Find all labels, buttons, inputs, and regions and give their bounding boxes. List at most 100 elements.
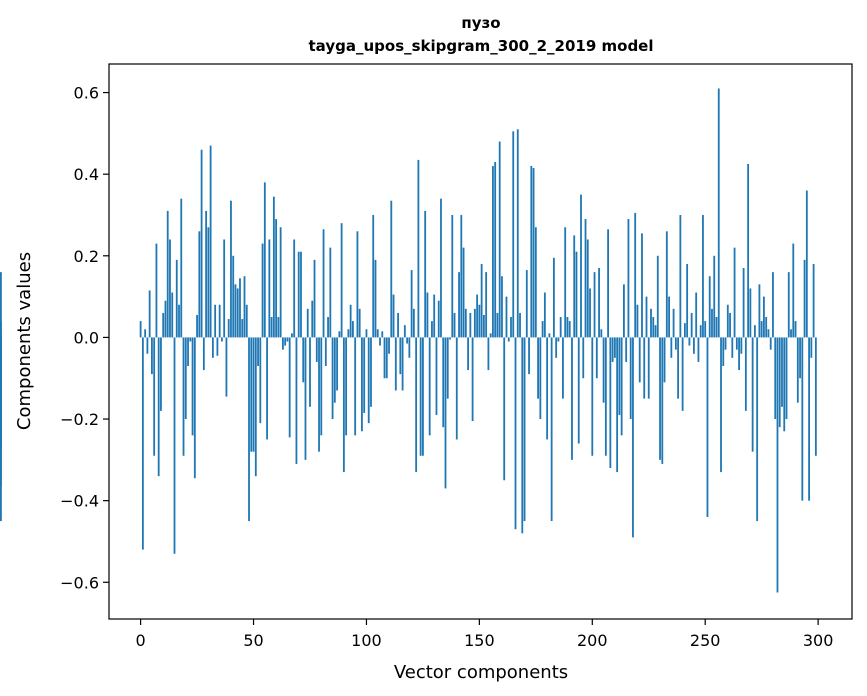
bar-178 — [541, 321, 544, 338]
bar-242 — [686, 263, 689, 338]
bar-44 — [239, 278, 241, 338]
bar-225 — [647, 337, 650, 399]
bar-297 — [810, 337, 813, 358]
bar-264 — [735, 337, 738, 350]
bar-97 — [358, 308, 361, 338]
bar-21 — [187, 337, 189, 366]
bar-283 — [778, 337, 781, 428]
bar-193 — [575, 251, 578, 338]
bar-91 — [345, 337, 348, 436]
bar-106 — [379, 337, 381, 346]
bar-136 — [446, 337, 449, 399]
bar-293 — [801, 337, 804, 501]
bar-147 — [471, 337, 474, 422]
bar-129 — [431, 321, 433, 338]
bar-166 — [514, 337, 517, 530]
bar-95 — [354, 337, 357, 436]
bar-102 — [370, 337, 372, 407]
bar-167 — [516, 129, 519, 338]
bar-247 — [697, 337, 700, 362]
bar-200 — [591, 337, 594, 456]
bar-177 — [539, 337, 542, 420]
bar-189 — [566, 317, 569, 338]
bar-260 — [726, 304, 729, 338]
bar-69 — [295, 337, 298, 464]
bar-117 — [403, 325, 406, 338]
bar-157 — [494, 161, 497, 338]
bar-203 — [598, 268, 600, 338]
bar-89 — [340, 223, 343, 338]
y-tick-label: −0.4 — [60, 492, 99, 511]
bar-191 — [571, 337, 573, 460]
bar-188 — [564, 227, 567, 338]
bar-52 — [257, 337, 259, 366]
chart-subtitle: tayga_upos_skipgram_300_2_2019 model — [309, 37, 654, 55]
bar-53 — [259, 337, 262, 424]
bar-6 — [153, 337, 156, 456]
x-tick-label: 50 — [243, 631, 263, 650]
y-tick-label: 0.4 — [74, 165, 99, 184]
bar-243 — [688, 337, 691, 346]
bar-194 — [577, 337, 580, 444]
y-axis-ticks: −0.6 −0.4 −0.2 0.0 0.2 0.4 0.6 — [60, 84, 109, 592]
bar-208 — [609, 337, 612, 469]
bar-291 — [796, 337, 799, 403]
bar-141 — [458, 272, 460, 338]
bar-46 — [243, 276, 246, 338]
bar-4 — [148, 290, 151, 338]
bar-228 — [654, 325, 657, 338]
bar-12 — [166, 210, 169, 338]
bar-40 — [230, 200, 232, 338]
bar-210 — [613, 337, 616, 358]
bar-82 — [324, 337, 327, 366]
bar-237 — [674, 337, 677, 350]
bar-172 — [528, 337, 530, 375]
bar-288 — [790, 329, 792, 338]
bar-3 — [146, 337, 149, 354]
bar-295 — [805, 190, 808, 338]
bar-159 — [498, 141, 501, 338]
bar-121 — [412, 308, 415, 338]
bar-266 — [740, 337, 743, 354]
bar-49 — [250, 337, 253, 452]
bar-233 — [665, 231, 668, 338]
bar-169 — [521, 337, 524, 534]
bar-131 — [435, 337, 438, 415]
bar-289 — [792, 243, 795, 338]
bar-155 — [489, 333, 492, 338]
bar-127 — [426, 292, 429, 338]
bar-222 — [641, 233, 643, 338]
bar-18 — [180, 198, 183, 338]
bar-238 — [677, 337, 680, 399]
y-tick-label: 0.2 — [74, 247, 99, 266]
bar-57 — [268, 239, 271, 338]
bar-254 — [713, 255, 716, 338]
bar-92 — [347, 329, 350, 338]
bar-123 — [417, 159, 420, 338]
bar-185 — [557, 337, 560, 342]
bar-275 — [760, 321, 763, 338]
bar-48 — [248, 337, 250, 522]
bar-99 — [363, 337, 366, 413]
bar-110 — [388, 337, 390, 354]
bar-292 — [799, 337, 801, 379]
bar-146 — [469, 312, 472, 338]
bar-27 — [200, 149, 203, 338]
bar-224 — [645, 296, 648, 338]
bar-220 — [636, 304, 639, 338]
bar-143 — [462, 247, 465, 338]
bar-161 — [503, 337, 506, 481]
bar-37 — [223, 239, 226, 338]
bar-105 — [376, 329, 379, 338]
bar-286 — [785, 337, 788, 420]
bar-215 — [625, 337, 628, 362]
bar-59 — [272, 196, 275, 338]
bar-276 — [763, 296, 765, 338]
x-tick-label: 300 — [803, 631, 834, 650]
bar-11 — [164, 300, 167, 338]
bar-269 — [747, 163, 750, 338]
bar-undefined — [0, 272, 2, 338]
bar-138 — [451, 214, 454, 338]
bar-262 — [731, 337, 734, 358]
bar-279 — [769, 337, 772, 350]
